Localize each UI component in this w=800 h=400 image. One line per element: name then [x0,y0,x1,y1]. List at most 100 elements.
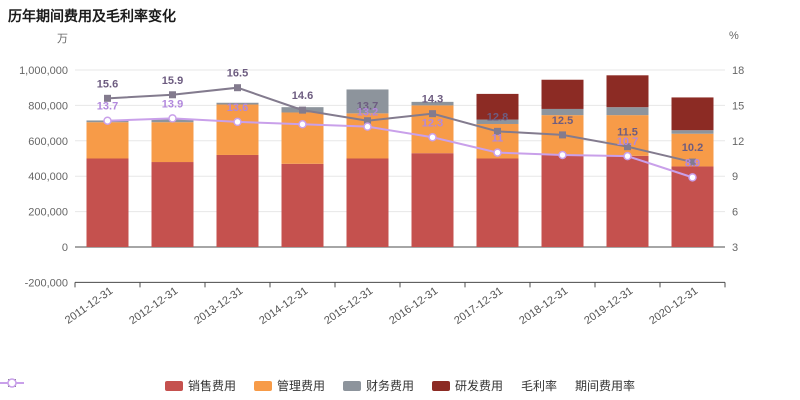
legend-label: 期间费用率 [575,379,636,393]
value-label: 12.8 [487,111,508,123]
bar-segment[interactable] [671,97,714,131]
gross-margin-point[interactable] [234,84,241,92]
legend-swatch [164,380,183,391]
bar-segment[interactable] [476,93,519,120]
x-axis-label: 2015-12-31 [322,285,375,327]
gross-margin-point[interactable] [689,158,696,166]
bar-segment[interactable] [541,154,584,247]
gross-margin-point[interactable] [169,91,176,99]
left-axis-tick-label: 1,000,000 [19,65,68,77]
bar-segment[interactable] [151,122,194,163]
right-axis-tick-label: 6 [732,207,738,219]
legend-item-1[interactable]: 管理费用 [253,377,325,394]
chart-title: 历年期间费用及毛利率变化 [8,8,176,24]
legend-item-2[interactable]: 财务费用 [342,377,414,394]
value-label: 11.5 [617,127,638,139]
gross-margin-point[interactable] [494,127,501,135]
legend-line-circle-icon [0,378,24,388]
x-axis-label: 2020-12-31 [647,285,700,327]
left-axis-tick-label: 0 [62,242,68,254]
x-axis-label: 2011-12-31 [63,285,115,327]
x-axis-label: 2017-12-31 [452,285,505,327]
value-label: 10.7 [617,136,638,148]
bar-segment[interactable] [216,102,259,105]
left-axis-tick-label: 400,000 [28,171,68,183]
bar-segment[interactable] [216,154,259,247]
expense-ratio-point[interactable] [168,114,177,123]
left-axis-tick-label: -200,000 [25,277,68,289]
gross-margin-point[interactable] [429,110,436,118]
bar-segment[interactable] [411,101,454,106]
legend: 销售费用 管理费用 财务费用 研发费用 毛利率 期间费用率 [0,377,800,394]
gross-margin-point[interactable] [364,117,371,125]
bar-segment[interactable] [476,158,519,248]
value-label: 15.9 [162,75,183,87]
right-axis-tick-label: 15 [732,100,744,112]
bar-segment[interactable] [606,155,649,247]
bar-segment[interactable] [86,122,129,159]
right-axis-tick-label: 9 [732,171,738,183]
bar-segment[interactable] [541,108,584,116]
value-label: 13.7 [97,101,118,113]
value-label: 13.7 [357,101,378,113]
value-label: 14.3 [422,94,443,106]
value-label: 13.2 [357,107,378,119]
right-axis-unit: % [729,30,739,42]
bar-segment[interactable] [346,158,389,248]
expense-ratio-point[interactable] [298,120,307,129]
left-axis-tick-label: 200,000 [28,207,68,219]
value-label: 8.9 [685,157,700,169]
expense-ratio-point[interactable] [428,133,437,142]
legend-item-3[interactable]: 研发费用 [432,377,503,394]
gross-margin-point[interactable] [624,143,631,151]
bar-segment[interactable] [281,163,324,247]
x-axis-label: 2014-12-31 [257,285,310,327]
bar-segment[interactable] [606,75,649,108]
legend-label: 管理费用 [276,379,325,393]
expense-ratio-line[interactable] [107,117,693,179]
value-label: 16.5 [227,68,248,80]
legend-item-0[interactable]: 销售费用 [164,377,236,394]
value-label: 13.6 [227,102,248,114]
value-label: 11 [492,133,504,145]
gross-margin-point[interactable] [559,131,566,139]
x-axis-label: 2012-12-31 [127,285,180,327]
gross-margin-point[interactable] [299,106,306,114]
left-axis-tick-label: 600,000 [28,136,68,148]
legend-item-4[interactable]: 毛利率 [0,377,558,394]
expense-ratio-point[interactable] [623,151,632,161]
expense-ratio-point[interactable] [233,117,242,127]
bar-segment[interactable] [606,107,649,116]
value-label: 10.2 [682,142,703,154]
x-axis-label: 2019-12-31 [582,285,635,327]
bar-segment[interactable] [541,79,584,109]
legend-label: 财务费用 [365,379,414,393]
gross-margin-point[interactable] [104,94,111,102]
bar-segment[interactable] [216,104,259,155]
legend-label: 销售费用 [187,379,236,393]
gross-margin-line[interactable] [107,86,693,164]
bar-segment[interactable] [151,162,194,247]
expense-ratio-point[interactable] [558,150,567,160]
value-label: 15.6 [97,78,118,90]
legend-item-5[interactable]: 期间费用率 [0,377,636,394]
expense-ratio-point[interactable] [493,148,502,157]
right-axis-tick-label: 18 [732,65,744,77]
bar-segment[interactable] [86,158,129,248]
bar-segment[interactable] [476,119,519,124]
bar-segment[interactable] [671,130,714,134]
expense-ratio-point[interactable] [103,116,112,125]
right-axis-tick-label: 3 [732,242,738,254]
legend-label: 毛利率 [521,379,558,393]
plot-area[interactable]: 1,000,000 800,000 600,000 400,000 200,000 0 -2… [0,0,800,345]
left-axis-unit: 万 [57,33,68,45]
legend-swatch [342,380,361,391]
value-label: 14.6 [292,90,313,102]
legend-swatch [432,380,450,391]
expense-ratio-point[interactable] [688,173,697,182]
bar-segment[interactable] [346,89,389,114]
x-axis-label: 2016-12-31 [387,285,440,327]
bar-segment[interactable] [411,153,454,247]
expense-ratio-point[interactable] [363,122,372,131]
